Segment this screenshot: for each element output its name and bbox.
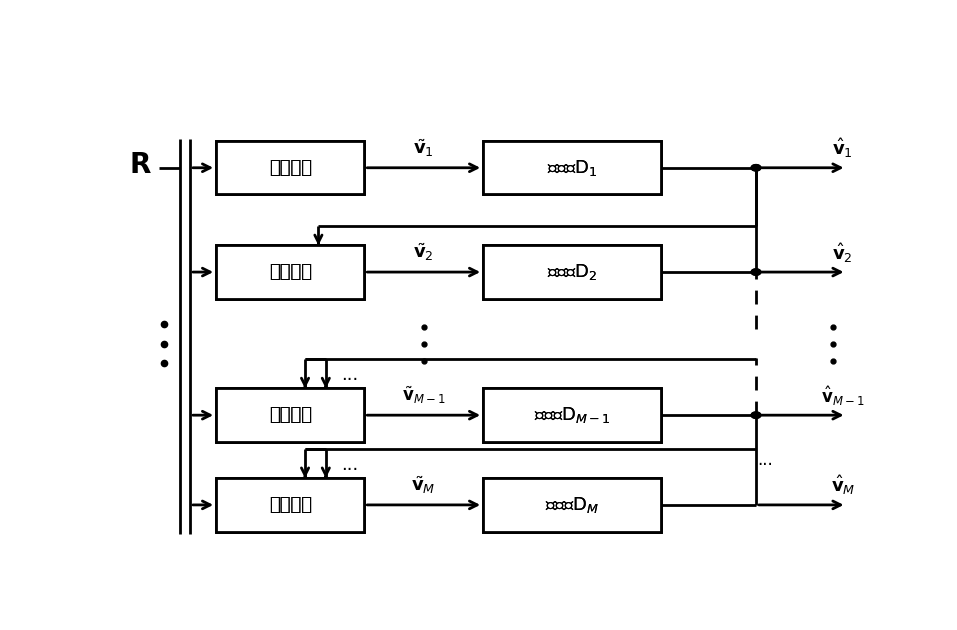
Bar <box>216 478 365 532</box>
Text: 接收估计: 接收估计 <box>269 263 312 281</box>
Text: 译码器$\mathrm{D}_M$: 译码器$\mathrm{D}_M$ <box>545 495 599 515</box>
Text: $\mathbf{R}$: $\mathbf{R}$ <box>129 151 152 180</box>
Text: $\tilde{\mathbf{v}}_{M-1}$: $\tilde{\mathbf{v}}_{M-1}$ <box>402 385 446 406</box>
Text: 译码器$\mathrm{D}_1$: 译码器$\mathrm{D}_1$ <box>546 158 597 178</box>
Text: 接收估计: 接收估计 <box>269 496 312 514</box>
Circle shape <box>751 164 761 171</box>
Bar <box>216 478 365 532</box>
Text: $\hat{\mathbf{v}}_1$: $\hat{\mathbf{v}}_1$ <box>833 137 853 160</box>
Bar <box>483 389 661 442</box>
Text: 接收估计: 接收估计 <box>269 496 312 514</box>
Text: 译码器$\mathrm{D}_{M-1}$: 译码器$\mathrm{D}_{M-1}$ <box>534 405 611 425</box>
Bar <box>483 246 661 299</box>
Bar <box>483 389 661 442</box>
Text: $\tilde{\mathbf{v}}_1$: $\tilde{\mathbf{v}}_1$ <box>413 137 434 159</box>
Text: 接收估计: 接收估计 <box>269 159 312 177</box>
Circle shape <box>751 269 761 275</box>
Text: 译码器$\mathrm{D}_1$: 译码器$\mathrm{D}_1$ <box>546 158 597 178</box>
Text: 译码器$\mathrm{D}_2$: 译码器$\mathrm{D}_2$ <box>547 262 597 282</box>
Text: 接收估计: 接收估计 <box>269 406 312 424</box>
Bar <box>216 389 365 442</box>
Text: $\hat{\mathbf{v}}_{M-1}$: $\hat{\mathbf{v}}_{M-1}$ <box>821 384 864 408</box>
Bar <box>216 246 365 299</box>
Bar <box>216 389 365 442</box>
Circle shape <box>751 412 761 418</box>
Circle shape <box>751 164 761 171</box>
Bar <box>216 141 365 195</box>
Text: ...: ... <box>341 367 358 384</box>
Bar <box>483 478 661 532</box>
Circle shape <box>751 412 761 418</box>
Text: $\hat{\mathbf{v}}_M$: $\hat{\mathbf{v}}_M$ <box>831 474 855 498</box>
Bar <box>483 141 661 195</box>
Bar <box>216 246 365 299</box>
Bar <box>216 141 365 195</box>
Bar <box>483 141 661 195</box>
Text: 接收估计: 接收估计 <box>269 263 312 281</box>
Text: 译码器$\mathrm{D}_M$: 译码器$\mathrm{D}_M$ <box>545 495 599 515</box>
Text: 接收估计: 接收估计 <box>269 159 312 177</box>
Text: 译码器$\mathrm{D}_{M-1}$: 译码器$\mathrm{D}_{M-1}$ <box>534 405 611 425</box>
Text: ...: ... <box>757 451 772 469</box>
Bar <box>483 478 661 532</box>
Bar <box>483 246 661 299</box>
Text: 译码器$\mathrm{D}_2$: 译码器$\mathrm{D}_2$ <box>547 262 597 282</box>
Text: 接收估计: 接收估计 <box>269 406 312 424</box>
Text: $\tilde{\mathbf{v}}_2$: $\tilde{\mathbf{v}}_2$ <box>413 242 434 263</box>
Text: $\tilde{\mathbf{v}}_M$: $\tilde{\mathbf{v}}_M$ <box>412 475 436 496</box>
Text: $\hat{\mathbf{v}}_2$: $\hat{\mathbf{v}}_2$ <box>833 241 853 265</box>
Text: ...: ... <box>341 456 358 474</box>
Circle shape <box>751 269 761 275</box>
